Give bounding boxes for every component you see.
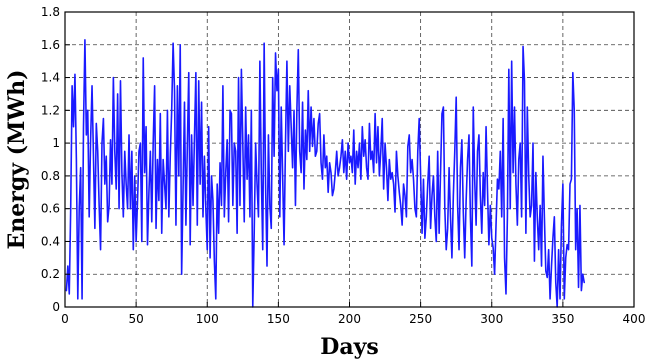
y-tick-label: 0.8 (41, 169, 60, 183)
energy-series-line (65, 39, 586, 308)
x-tick-label: 150 (267, 312, 290, 326)
x-tick-label: 350 (551, 312, 574, 326)
x-tick-label: 0 (61, 312, 69, 326)
y-axis-title: Energy (MWh) (4, 69, 30, 249)
x-tick-label: 200 (338, 312, 361, 326)
y-tick-label: 1.4 (41, 71, 60, 85)
y-tick-label: 1 (52, 136, 60, 150)
y-tick-label: 1.2 (41, 103, 60, 117)
y-tick-label: 0.2 (41, 267, 60, 281)
y-tick-label: 1.6 (41, 38, 60, 52)
series-layer (65, 39, 586, 308)
y-tick-label: 0.4 (41, 234, 60, 248)
x-tick-label: 50 (128, 312, 143, 326)
y-tick-label: 0 (52, 300, 60, 314)
x-tick-label: 300 (480, 312, 503, 326)
x-axis-title: Days (320, 334, 379, 360)
y-tick-labels: 0 0.2 0.4 0.6 0.8 1 1.2 1.4 1.6 1.8 (41, 5, 60, 314)
x-tick-labels: 0 50 100 150 200 250 300 350 400 (61, 312, 645, 326)
x-tick-label: 400 (623, 312, 646, 326)
x-tick-label: 250 (409, 312, 432, 326)
axis-ticks (64, 11, 635, 308)
y-tick-label: 1.8 (41, 5, 60, 19)
y-tick-label: 0.6 (41, 202, 60, 216)
x-tick-label: 100 (196, 312, 219, 326)
